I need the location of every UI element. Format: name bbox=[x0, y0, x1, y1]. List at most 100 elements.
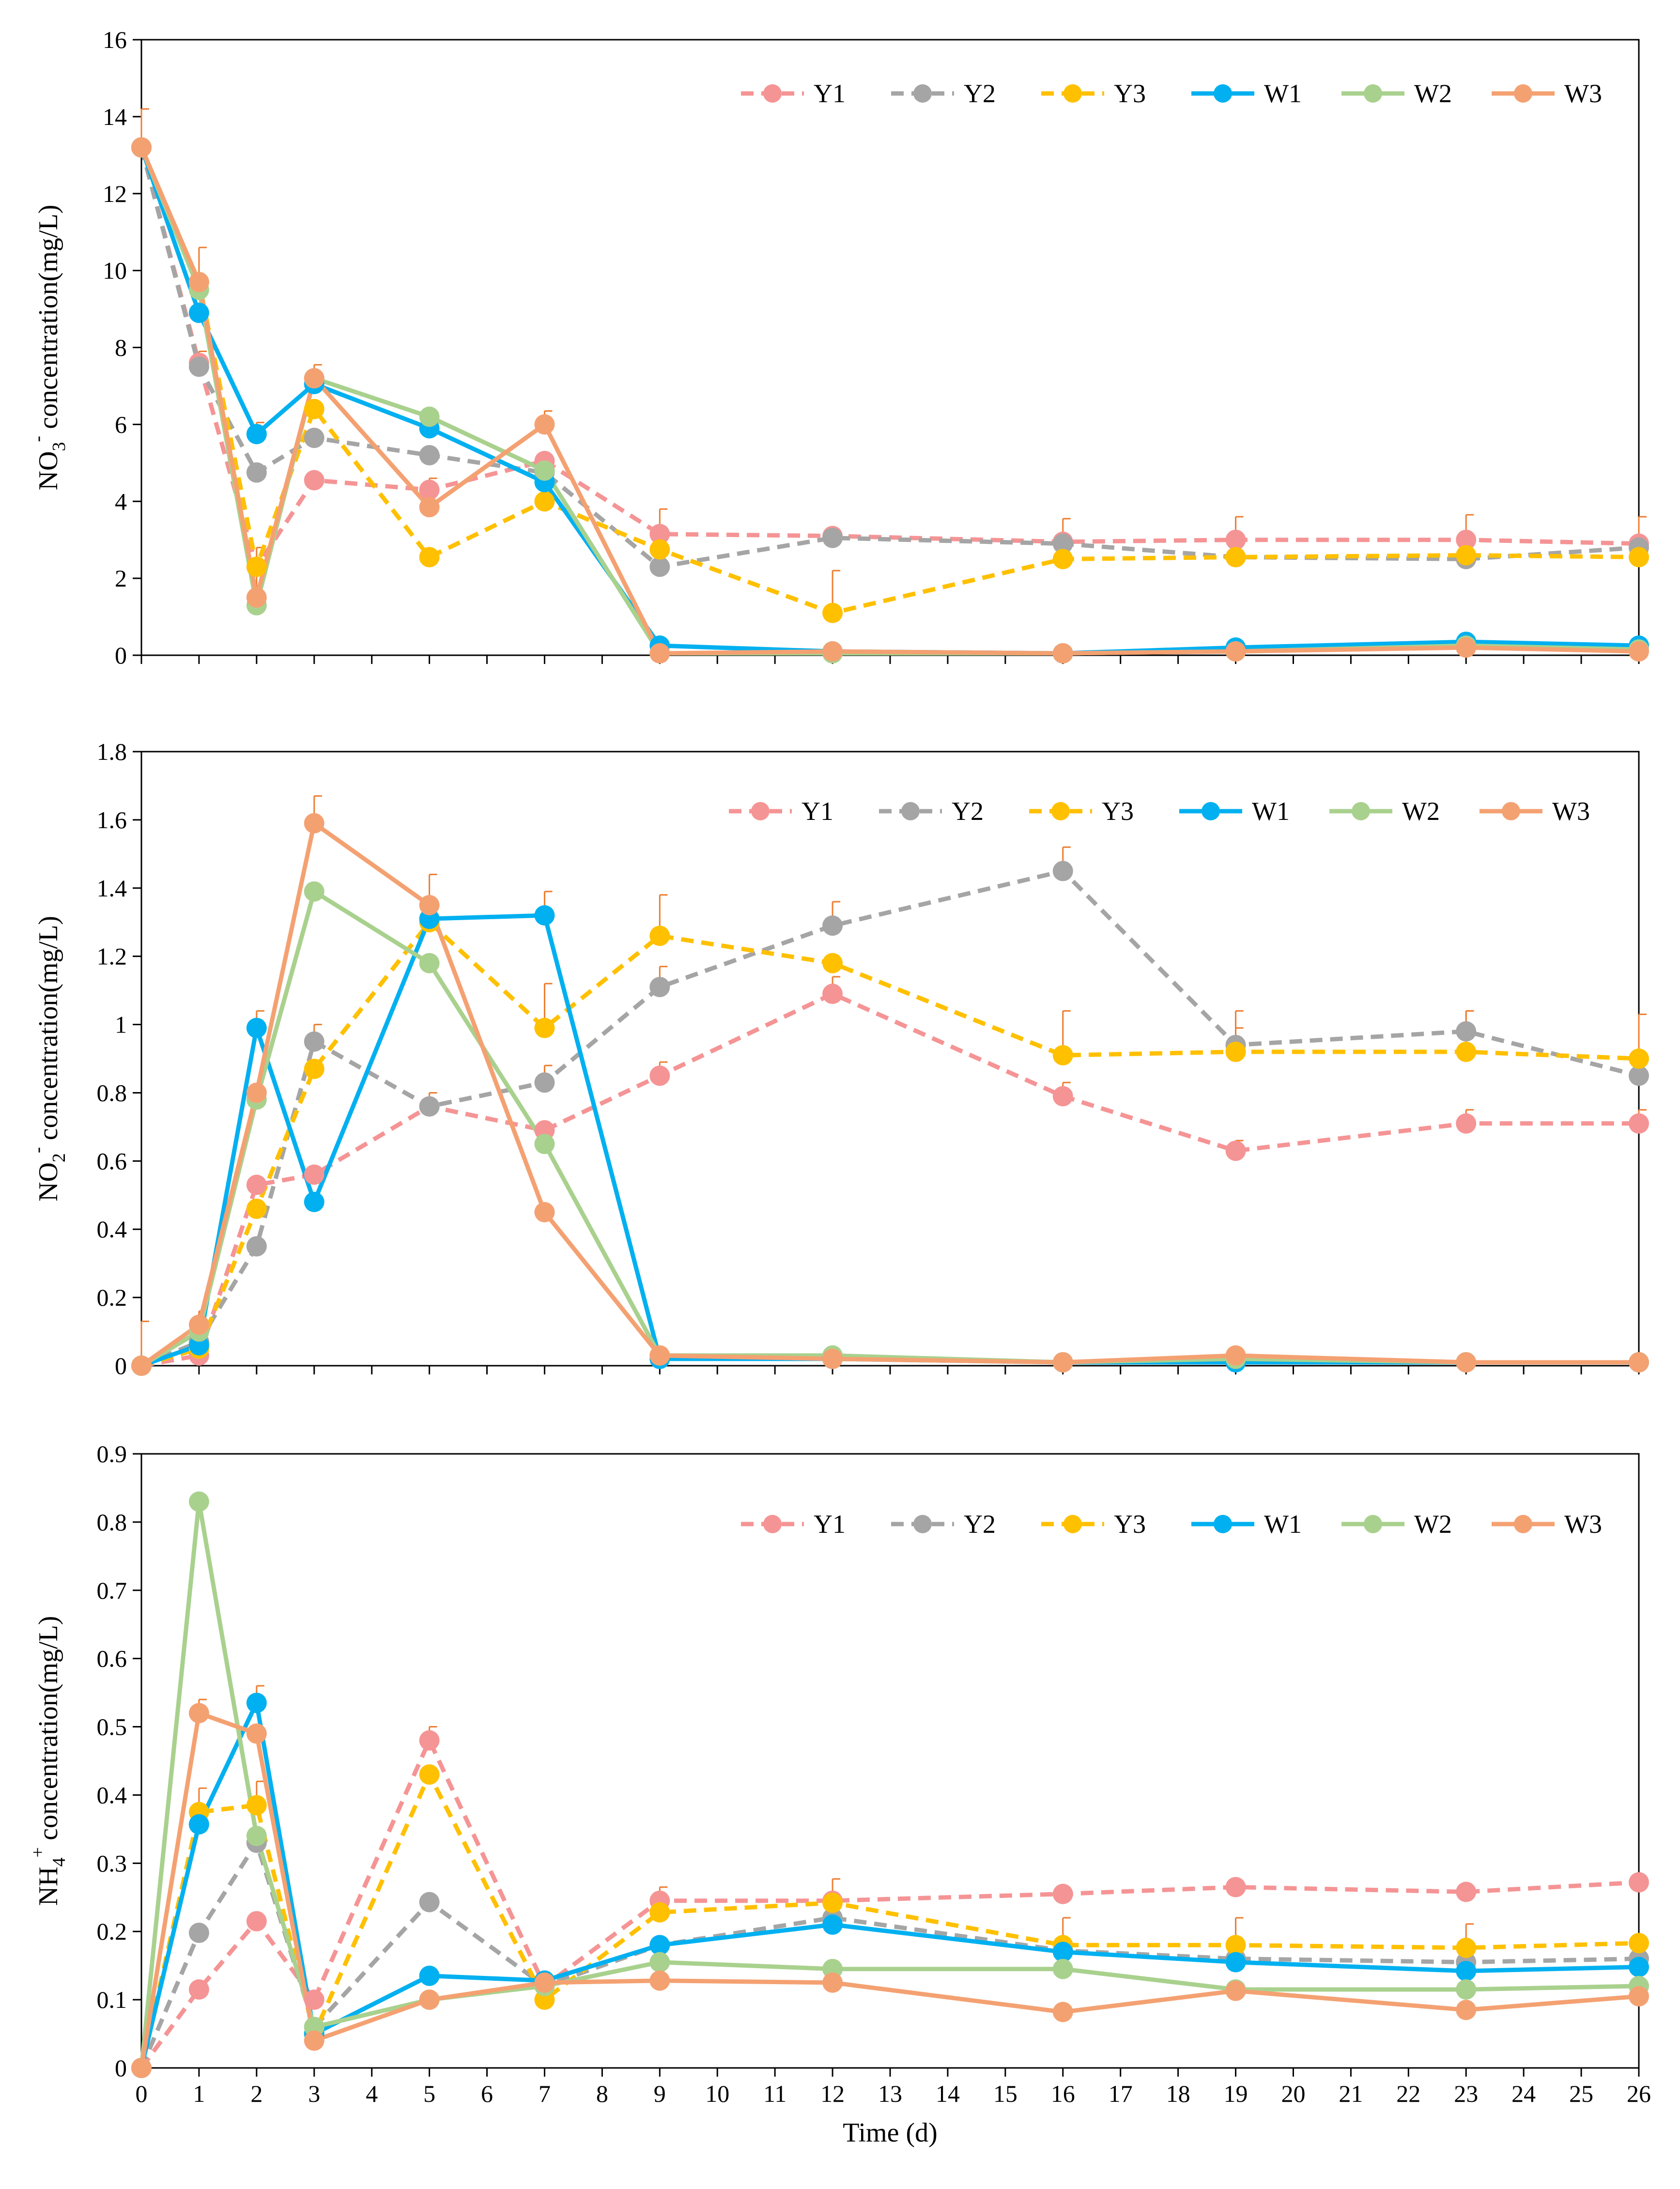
data-point bbox=[1456, 1881, 1477, 1902]
legend-swatch-marker bbox=[751, 802, 770, 820]
legend-swatch-marker bbox=[1364, 1515, 1382, 1533]
data-point bbox=[534, 1972, 555, 1993]
data-point bbox=[246, 1795, 267, 1816]
data-point bbox=[1629, 1048, 1649, 1069]
data-point bbox=[534, 1072, 555, 1093]
data-point bbox=[304, 1031, 324, 1052]
data-point bbox=[419, 1989, 440, 2010]
data-point bbox=[188, 1491, 209, 1512]
x-tick-label: 5 bbox=[423, 2080, 435, 2107]
y-tick-label: 12 bbox=[103, 180, 127, 207]
legend-label: Y2 bbox=[952, 797, 984, 826]
data-point bbox=[304, 2030, 324, 2051]
y-tick-label: 0.4 bbox=[97, 1781, 127, 1808]
data-point bbox=[246, 1198, 267, 1219]
data-point bbox=[822, 1348, 843, 1369]
legend-label: W3 bbox=[1552, 797, 1590, 826]
x-tick-label: 24 bbox=[1511, 2080, 1536, 2107]
data-point bbox=[649, 1065, 670, 1086]
x-tick-label: 11 bbox=[763, 2080, 786, 2107]
y-tick-label: 4 bbox=[115, 488, 127, 515]
legend-item-y2: Y2 bbox=[891, 79, 996, 108]
y-tick-label: 0.6 bbox=[97, 1147, 127, 1174]
data-point bbox=[188, 356, 209, 377]
plot-frame bbox=[140, 39, 1640, 656]
data-point bbox=[649, 539, 670, 560]
legend-swatch-marker bbox=[763, 84, 782, 103]
data-point bbox=[1629, 1986, 1649, 2007]
legend-label: W1 bbox=[1264, 1510, 1302, 1539]
y-tick-label: 0.1 bbox=[97, 1986, 127, 2013]
data-point bbox=[419, 1965, 440, 1986]
y-tick-label: 1.8 bbox=[97, 738, 127, 765]
data-point bbox=[246, 462, 267, 483]
series-points-y1 bbox=[131, 984, 1649, 1376]
data-point bbox=[1225, 1935, 1246, 1956]
series-line-y1 bbox=[139, 1738, 1639, 2069]
data-point bbox=[419, 895, 440, 915]
data-point bbox=[419, 497, 440, 518]
legend-item-w1: W1 bbox=[1191, 79, 1302, 108]
data-point bbox=[822, 1893, 843, 1913]
data-point bbox=[304, 1164, 324, 1185]
data-point bbox=[1225, 1041, 1246, 1062]
data-point bbox=[1629, 1933, 1649, 1954]
data-point bbox=[822, 602, 843, 623]
data-point bbox=[822, 1972, 843, 1993]
data-point bbox=[419, 1764, 440, 1785]
series-points-w3 bbox=[131, 137, 1649, 664]
data-point bbox=[1052, 1045, 1073, 1065]
data-point bbox=[419, 547, 440, 568]
legend-label: W2 bbox=[1414, 79, 1452, 108]
series-line-y2 bbox=[140, 869, 1640, 1368]
data-point bbox=[1629, 1872, 1649, 1893]
y-tick-label: 0.6 bbox=[97, 1645, 127, 1672]
data-point bbox=[1052, 1883, 1073, 1904]
data-point bbox=[822, 1914, 843, 1935]
series-points-y3 bbox=[131, 1764, 1649, 2078]
legend-label: W3 bbox=[1564, 1510, 1602, 1539]
legend-item-y1: Y1 bbox=[741, 1510, 846, 1539]
legend-label: Y1 bbox=[801, 797, 833, 826]
legend-label: W1 bbox=[1252, 797, 1290, 826]
x-tick-label: 23 bbox=[1454, 2080, 1478, 2107]
legend-label: W2 bbox=[1402, 797, 1440, 826]
y-tick-label: 1 bbox=[115, 1011, 127, 1038]
data-point bbox=[1456, 1960, 1477, 1981]
x-tick-label: 12 bbox=[820, 2080, 845, 2107]
legend-label: Y3 bbox=[1114, 79, 1146, 108]
data-point bbox=[1629, 1352, 1649, 1372]
x-tick-label: 3 bbox=[308, 2080, 320, 2107]
data-point bbox=[304, 881, 324, 902]
legend-label: W1 bbox=[1264, 79, 1302, 108]
y-tick-label: 0 bbox=[115, 642, 127, 669]
series-line-w2 bbox=[139, 1499, 1639, 2068]
legend-label: Y2 bbox=[964, 1510, 996, 1539]
legend-item-w3: W3 bbox=[1492, 1510, 1602, 1539]
data-point bbox=[1052, 1958, 1073, 1979]
data-point bbox=[304, 368, 324, 389]
y-tick-label: 0.4 bbox=[97, 1216, 127, 1243]
data-point bbox=[1052, 1942, 1073, 1962]
data-point bbox=[246, 1082, 267, 1103]
x-tick-label: 4 bbox=[366, 2080, 378, 2107]
data-point bbox=[1456, 529, 1477, 550]
data-point bbox=[419, 953, 440, 973]
legend-item-w3: W3 bbox=[1492, 79, 1602, 108]
legend-swatch-marker bbox=[1352, 802, 1370, 820]
data-point bbox=[304, 470, 324, 491]
chart-ammonium: 00.10.20.30.40.50.60.70.80.90 1 2 3 4 5 6 7 8 9 10… bbox=[28, 1440, 1651, 2148]
series-points-w3 bbox=[131, 1703, 1649, 2078]
legend: Y1 Y2 Y3 W1 W2 W3 bbox=[729, 797, 1590, 826]
x-tick-label: 15 bbox=[993, 2080, 1017, 2107]
data-point bbox=[1225, 1345, 1246, 1366]
x-tick-label: 10 bbox=[705, 2080, 729, 2107]
data-point bbox=[188, 1923, 209, 1943]
data-point bbox=[649, 1345, 670, 1366]
data-point bbox=[1629, 547, 1649, 568]
series-points-y3 bbox=[131, 137, 1649, 623]
series-line-y3 bbox=[140, 920, 1639, 1368]
data-point bbox=[1225, 641, 1246, 662]
legend-label: Y3 bbox=[1114, 1510, 1146, 1539]
x-tick-label: 7 bbox=[539, 2080, 551, 2107]
